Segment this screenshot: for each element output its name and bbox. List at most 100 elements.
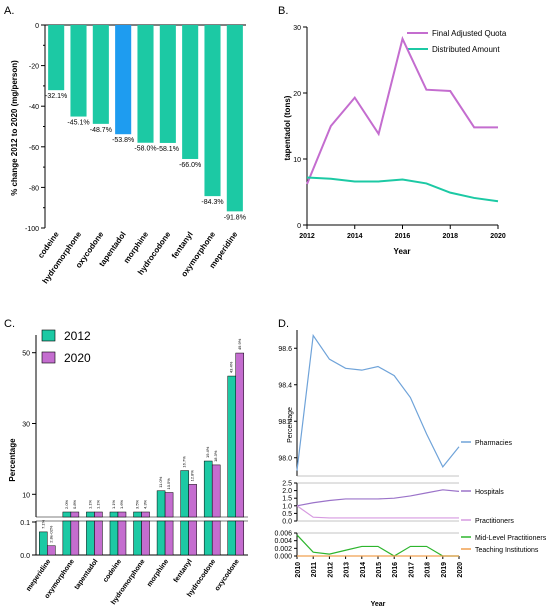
y-tick-label-d-top: 98.0 bbox=[278, 455, 292, 462]
y-tick-label-a: -60 bbox=[29, 145, 39, 152]
y-tick-label-d-bot: 0.000 bbox=[274, 554, 292, 561]
series-line-practitioners bbox=[296, 505, 459, 519]
bar-2020-meperidine-lower bbox=[47, 545, 56, 556]
bar-value-label-2020-hydrocodone: 18.3% bbox=[213, 450, 218, 462]
bar-value-label-oxycodone: -48.7% bbox=[90, 127, 112, 134]
x-tick-label-b: 2012 bbox=[299, 233, 315, 240]
bar-value-label-2020-codeine: 1.6% bbox=[119, 499, 124, 509]
legend-label-quota: Final Adjusted Quota bbox=[432, 29, 507, 38]
bar-2020-fentanyl-lower bbox=[188, 520, 197, 556]
y-tick-label-a: -40 bbox=[29, 104, 39, 111]
bar-value-label-2012-fentanyl: 16.7% bbox=[182, 456, 187, 468]
series-line-distributed-amount bbox=[306, 176, 499, 203]
x-tick-label-b: 2018 bbox=[442, 233, 458, 240]
bar-2012-fentanyl-lower bbox=[180, 520, 189, 556]
bar-codeine bbox=[48, 25, 65, 91]
bar-value-label-2012-meperidine: 7.1% bbox=[40, 519, 45, 529]
bar-value-label-2020-morphine: 10.5% bbox=[166, 478, 171, 490]
bar-2020-oxycodone-upper bbox=[235, 352, 245, 518]
y-tick-label-b: 30 bbox=[293, 25, 301, 32]
bar-value-label-2020-hydromorphone: 4.3% bbox=[143, 499, 148, 509]
y-tick-label-c: 10 bbox=[22, 492, 30, 499]
bar-oxycodone bbox=[92, 25, 109, 124]
panel-c-chart: Percentage 2012 2020 10 30 50 0.0 0.1 7.1%2.8… bbox=[8, 329, 248, 606]
bar-2012-oxymorphone-upper bbox=[62, 511, 72, 518]
x-tick-label-c-fentanyl: fentanyl bbox=[173, 558, 194, 584]
y-tick-label-d-bot: 0.002 bbox=[274, 546, 292, 553]
bar-2012-hydromorphone-lower bbox=[133, 520, 142, 556]
x-tick-label-d: 2010 bbox=[295, 562, 302, 578]
panel-b-xlabel: Year bbox=[394, 247, 411, 256]
x-tick-label-c-meperidine: meperidine bbox=[25, 558, 52, 593]
legend-label-hospitals: Hospitals bbox=[475, 489, 504, 496]
bar-value-label-2012-codeine: 1.1% bbox=[111, 499, 116, 509]
bar-2012-hydrocodone-lower bbox=[203, 520, 213, 556]
bar-hydrocodone bbox=[159, 25, 176, 143]
bar-2012-meperidine-lower bbox=[39, 531, 48, 556]
bar-2012-codeine-lower bbox=[109, 520, 119, 556]
x-tick-label-d: 2011 bbox=[311, 562, 318, 577]
bar-2020-hydrocodone-upper bbox=[211, 464, 221, 518]
bar-meperidine bbox=[226, 25, 243, 212]
series-line-mid-level-practitioners bbox=[296, 534, 459, 557]
y-tick-label-c: 30 bbox=[22, 422, 30, 429]
bar-value-label-hydromorphone: -45.1% bbox=[67, 120, 89, 127]
bar-tapentadol bbox=[115, 25, 132, 135]
bar-oxymorphone bbox=[204, 25, 221, 197]
legend-label-practitioners: Practitioners bbox=[475, 518, 514, 525]
bar-2020-codeine-upper bbox=[117, 511, 127, 518]
bar-value-label-oxymorphone: -84.3% bbox=[201, 199, 223, 206]
y-tick-label-a: -100 bbox=[25, 226, 39, 233]
y-tick-label-d-mid: 0.0 bbox=[282, 519, 292, 526]
bar-2012-morphine-lower bbox=[156, 520, 166, 556]
y-tick-label-a: 0 bbox=[35, 23, 39, 30]
bar-2020-hydromorphone-lower bbox=[141, 520, 150, 556]
x-tick-label-c-tapentadol: tapentadol bbox=[73, 558, 99, 591]
bar-value-label-meperidine: -91.8% bbox=[224, 214, 246, 221]
bar-2020-fentanyl-upper bbox=[188, 484, 197, 518]
x-tick-label-b: 2014 bbox=[347, 233, 363, 240]
panel-b-label: B. bbox=[278, 5, 288, 17]
bar-value-label-2020-meperidine: 2.8e-02% bbox=[48, 525, 53, 543]
panel-d-ylabel: Percentage bbox=[287, 407, 294, 443]
bar-2020-morphine-lower bbox=[164, 520, 174, 556]
legend-swatch-2020 bbox=[41, 351, 56, 364]
panel-d-xlabel: Year bbox=[371, 601, 386, 608]
legend-label-2012: 2012 bbox=[64, 329, 91, 343]
bar-morphine bbox=[137, 25, 154, 143]
bar-2012-morphine-upper bbox=[156, 490, 166, 518]
x-tick-label-b: 2016 bbox=[395, 233, 411, 240]
x-tick-label-d: 2017 bbox=[408, 562, 415, 578]
x-tick-label-d: 2015 bbox=[376, 562, 383, 578]
bar-2012-codeine-upper bbox=[109, 511, 119, 518]
y-tick-label-d-mid: 0.5 bbox=[282, 511, 292, 518]
bar-value-label-2020-oxycodone: 49.9% bbox=[237, 338, 242, 350]
panel-d-chart: Percentage 98.098.298.498.60.00.51.01.52… bbox=[274, 330, 547, 608]
bar-value-label-2012-hydromorphone: 3.5% bbox=[135, 499, 140, 509]
series-line-pharmacies bbox=[296, 333, 460, 471]
y-tick-label-c-lower: 0.1 bbox=[20, 520, 30, 527]
panel-b-chart: tapentadol (tons) Year Final Adjusted Qu… bbox=[283, 25, 507, 256]
x-tick-label-d: 2018 bbox=[425, 562, 432, 578]
legend-label-pharmacies: Pharmacies bbox=[475, 440, 512, 447]
bar-2012-tapentadol-lower bbox=[86, 520, 95, 556]
x-tick-label-c-codeine: codeine bbox=[102, 558, 123, 584]
bar-value-label-tapentadol: -53.8% bbox=[112, 137, 134, 144]
panel-a-label: A. bbox=[4, 5, 14, 17]
bar-2012-hydrocodone-upper bbox=[203, 460, 213, 518]
legend-label-2020: 2020 bbox=[64, 351, 91, 365]
bar-value-label-2012-tapentadol: 1.1% bbox=[87, 499, 92, 509]
bar-2020-morphine-upper bbox=[164, 492, 174, 518]
panel-a-chart: % change 2012 to 2020 (mg/person) 0 -20 -4… bbox=[10, 23, 246, 285]
y-tick-label-a: -80 bbox=[29, 185, 39, 192]
y-tick-label-d-mid: 2.0 bbox=[282, 488, 292, 495]
bar-2012-oxycodone-upper bbox=[227, 375, 237, 518]
series-line-hospitals bbox=[296, 489, 460, 507]
x-tick-label-d: 2012 bbox=[327, 562, 334, 578]
x-tick-label-d: 2016 bbox=[392, 562, 399, 578]
y-tick-label-b: 20 bbox=[293, 91, 301, 98]
bar-2020-oxycodone-lower bbox=[235, 520, 245, 556]
x-tick-label-b: 2020 bbox=[490, 233, 506, 240]
bar-value-label-2020-tapentadol: 1.1% bbox=[95, 499, 100, 509]
